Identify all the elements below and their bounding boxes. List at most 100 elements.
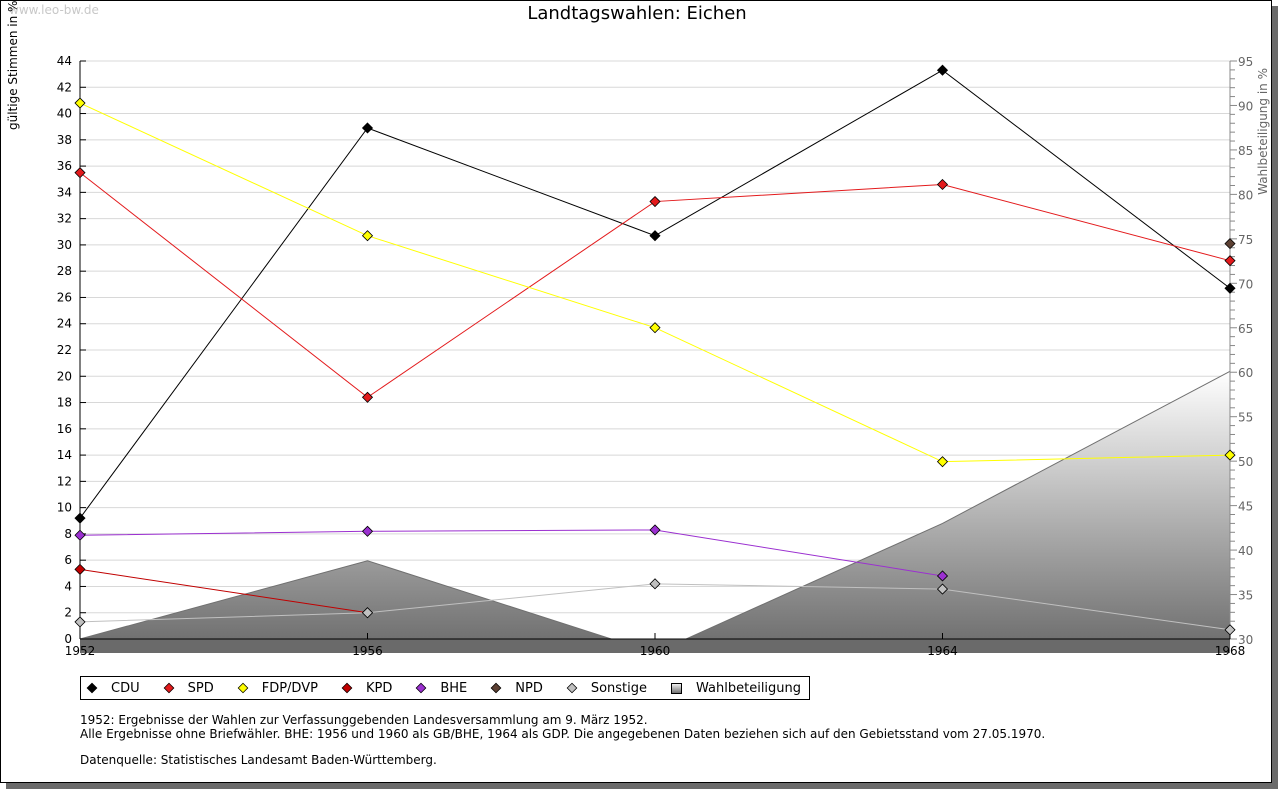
legend-label: SPD — [187, 680, 214, 696]
data-point-npd — [1224, 238, 1236, 250]
legend-label: FDP/DVP — [261, 680, 318, 696]
data-point-fdp-dvp — [649, 322, 661, 334]
y-tick-label-left: 20 — [57, 369, 72, 383]
data-point-cdu — [649, 230, 661, 242]
series-line-bhe — [79, 529, 943, 577]
y-tick-label-left: 22 — [57, 343, 72, 357]
data-point-sonstige — [361, 607, 374, 619]
y-tick-label-right: 45 — [1238, 500, 1253, 514]
y-tick-label-right: 50 — [1238, 455, 1253, 469]
data-point-spd — [1224, 255, 1236, 267]
diamond-marker-icon — [86, 682, 98, 694]
y-tick-label-right: 70 — [1238, 277, 1253, 291]
y-tick-label-left: 2 — [64, 606, 72, 620]
data-point-fdp-dvp — [361, 230, 374, 242]
y-tick-label-left: 18 — [57, 396, 72, 410]
diamond-marker-icon — [341, 682, 353, 694]
footnote-general: Alle Ergebnisse ohne Briefwähler. BHE: 1… — [80, 727, 1046, 741]
watermark: www.leo-bw.de — [9, 3, 99, 17]
legend-label: Wahlbeteiligung — [696, 680, 802, 696]
y-tick-label-left: 34 — [57, 185, 72, 199]
data-point-bhe — [936, 570, 949, 582]
legend-item-spd: SPD — [163, 680, 214, 696]
series-markers — [74, 64, 1236, 636]
diamond-marker-icon — [237, 682, 249, 694]
y-tick-label-left: 28 — [57, 264, 72, 278]
turnout-base — [80, 639, 1230, 653]
legend-item-wahlbeteiligung: Wahlbeteiligung — [671, 681, 801, 696]
legend-item-sonstige: Sonstige — [566, 680, 648, 696]
series-line-cdu — [79, 69, 1231, 519]
y-tick-label-left: 44 — [57, 54, 72, 68]
y-tick-label-right: 30 — [1238, 633, 1253, 647]
y-tick-label-left: 0 — [64, 632, 72, 646]
y-tick-label-left: 40 — [57, 107, 72, 121]
legend-label: CDU — [111, 680, 140, 696]
legend-item-npd: NPD — [490, 680, 543, 696]
data-point-sonstige — [74, 616, 86, 628]
data-point-fdp-dvp — [1224, 449, 1236, 461]
y-tick-label-left: 16 — [57, 422, 72, 436]
y-tick-label-left: 38 — [57, 133, 72, 147]
turnout-area-layer — [79, 370, 1231, 654]
legend-label: BHE — [440, 680, 468, 696]
data-point-cdu — [74, 512, 86, 524]
data-point-kpd — [74, 563, 86, 575]
x-tick-label: 1964 — [927, 644, 958, 658]
y-tick-label-left: 10 — [57, 501, 72, 515]
legend-item-cdu: CDU — [86, 680, 140, 696]
data-point-sonstige — [936, 583, 949, 595]
legend-label: Sonstige — [590, 680, 648, 696]
x-tick-label: 1952 — [65, 644, 96, 658]
y-tick-label-right: 40 — [1238, 544, 1253, 558]
diamond-marker-icon — [490, 682, 502, 694]
y-tick-label-right: 95 — [1238, 55, 1253, 69]
turnout-area — [80, 371, 1230, 653]
axes: 0246810121416182022242628303234363840424… — [57, 54, 1254, 658]
data-point-sonstige — [1224, 624, 1236, 636]
data-point-spd — [649, 195, 661, 208]
y-tick-label-left: 8 — [64, 527, 72, 541]
diamond-marker-icon — [416, 682, 427, 694]
legend-item-fdp-dvp: FDP/DVP — [237, 680, 318, 696]
data-point-sonstige — [649, 578, 661, 590]
diamond-marker-icon — [163, 682, 174, 694]
data-point-bhe — [361, 525, 374, 537]
y-tick-label-right: 85 — [1238, 144, 1253, 158]
data-source: Datenquelle: Statistisches Landesamt Bad… — [80, 753, 437, 767]
y-tick-label-left: 24 — [57, 317, 72, 331]
y-tick-label-right: 60 — [1238, 366, 1253, 380]
diamond-marker-icon — [566, 682, 578, 694]
y-tick-label-left: 42 — [57, 80, 72, 94]
y-tick-label-left: 6 — [64, 553, 72, 567]
data-point-spd — [936, 178, 949, 191]
x-tick-label: 1968 — [1215, 644, 1246, 658]
y-tick-label-left: 32 — [57, 212, 72, 226]
y-tick-label-left: 30 — [57, 238, 72, 252]
y-tick-label-right: 80 — [1238, 188, 1253, 202]
footnote-1952: 1952: Ergebnisse der Wahlen zur Verfassu… — [80, 713, 648, 727]
data-point-spd — [361, 391, 374, 403]
legend-item-kpd: KPD — [341, 680, 393, 696]
data-point-bhe — [649, 524, 661, 536]
y-tick-label-left: 36 — [57, 159, 72, 173]
data-point-cdu — [361, 122, 374, 134]
data-point-fdp-dvp — [74, 97, 86, 109]
legend-label: NPD — [515, 680, 543, 696]
y-tick-label-right: 55 — [1238, 411, 1253, 425]
legend: CDU SPD FDP/DVP KPD BHE NPD Sonstige Wahlbeteil… — [80, 676, 811, 700]
data-point-cdu — [936, 64, 949, 76]
y-tick-label-left: 12 — [57, 474, 72, 488]
y-tick-label-left: 26 — [57, 290, 72, 304]
footnotes: 1952: Ergebnisse der Wahlen zur Verfassu… — [80, 713, 1045, 767]
data-point-fdp-dvp — [936, 456, 949, 468]
legend-label: KPD — [365, 680, 393, 696]
data-point-bhe — [74, 529, 86, 541]
data-point-cdu — [1224, 282, 1236, 294]
x-tick-label: 1956 — [352, 644, 383, 658]
data-point-spd — [74, 167, 86, 179]
chart-title: Landtagswahlen: Eichen — [527, 3, 747, 24]
series-line-kpd — [79, 568, 368, 614]
y-tick-label-right: 90 — [1238, 99, 1253, 113]
